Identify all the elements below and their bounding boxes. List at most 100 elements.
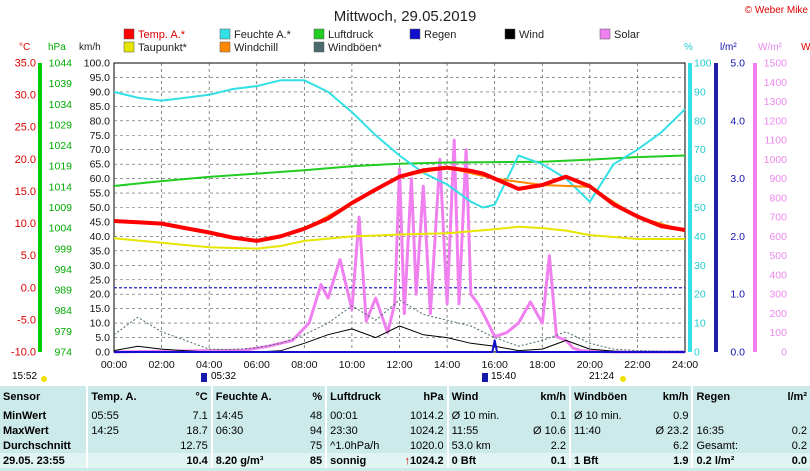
wind-time: 53.0 km	[446, 438, 515, 453]
series-regen	[114, 339, 685, 353]
humidity-tick-label: 80	[694, 115, 706, 127]
temp-tick-label: -10.0	[11, 347, 36, 359]
temp-tick-label: 10.0	[15, 218, 36, 230]
solar-tick-label: 800	[769, 192, 787, 204]
wind-axis-unit: km/h	[79, 42, 101, 53]
gust-value: 0.9	[673, 409, 689, 422]
pressure-trend-arrow: ↑	[404, 454, 410, 467]
solar-axis-unit: W/m²	[758, 42, 783, 53]
table-row-max: MaxWert 14:25 18.7 06:30 94 23:30 1024.2…	[0, 423, 810, 438]
wind-tick-label: 70.0	[90, 144, 111, 156]
series-taupunkt	[113, 225, 685, 250]
time-marker-solar-noon: 15:40	[491, 371, 517, 382]
chart-series	[113, 79, 686, 354]
x-tick-label: 22:00	[624, 359, 650, 371]
x-tick-label: 02:00	[148, 359, 174, 371]
solar-tick-label: 400	[769, 269, 787, 281]
rain-time: 16:35	[691, 423, 760, 438]
legend-label: Regen	[424, 29, 456, 41]
humidity-tick-label: 50	[694, 202, 706, 214]
pressure-value: ↑1024.2	[395, 453, 448, 468]
legend-label: Temp. A.*	[138, 29, 186, 41]
x-tick-label: 04:00	[196, 359, 222, 371]
solar-axis-bar	[753, 63, 757, 352]
wind-tick-label: 40.0	[90, 231, 111, 243]
pressure-tick-label: 1024	[49, 140, 73, 152]
temp-time: 14:25	[86, 423, 155, 438]
solar-tick-label: 300	[769, 289, 787, 301]
x-tick-label: 24:00	[672, 359, 698, 371]
wind-tick-label: 5.0	[95, 332, 110, 344]
row-label: Durchschnitt	[3, 439, 71, 452]
row-label: MaxWert	[3, 424, 49, 437]
header-humidity-unit: %	[312, 391, 323, 403]
temp-tick-label: 15.0	[15, 186, 36, 198]
pressure-tick-label: 994	[54, 264, 72, 276]
humidity-extra: 8.20 g/m³	[210, 453, 290, 468]
x-tick-label: 20:00	[577, 359, 603, 371]
solar-tick-label: 1300	[764, 96, 788, 108]
temp-tick-label: 0.0	[21, 282, 36, 294]
wind-time: Ø 10 min.	[446, 408, 515, 423]
header-sensor: Sensor	[3, 391, 41, 403]
humidity-value: 85	[289, 453, 327, 468]
legend-swatch	[219, 41, 231, 53]
pressure-axis-bar	[38, 63, 42, 352]
header-rain: Regen	[691, 386, 760, 408]
pressure-current: 1024.2	[409, 454, 444, 467]
solar-tick-label: 1100	[764, 135, 787, 147]
wind-tick-label: 55.0	[90, 188, 111, 200]
rain-value: 0.0	[759, 453, 810, 468]
pressure-tick-label: 984	[54, 305, 72, 317]
time-marker-sunrise: 05:32	[211, 371, 237, 382]
row-label: 29.05. 23:55	[0, 453, 88, 468]
gust-time	[569, 438, 638, 453]
header-gust-unit: km/h	[662, 391, 689, 403]
pressure-tick-label: 1014	[49, 181, 73, 193]
x-tick-label: 18:00	[529, 359, 555, 371]
humidity-tick-label: 70	[694, 144, 706, 156]
legend-label: Feuchte A.*	[234, 29, 292, 41]
pressure-tick-label: 974	[54, 347, 72, 359]
legend-label: Windböen*	[328, 42, 383, 54]
pressure-axis-unit: hPa	[48, 42, 66, 53]
humidity-tick-label: 0	[694, 347, 700, 359]
extra-axis-unit: W	[801, 42, 810, 53]
solar-tick-label: 900	[769, 173, 787, 185]
solar-tick-label: 1500	[764, 58, 788, 70]
gust-value: Ø 23.2	[655, 424, 689, 437]
humidity-tick-label: 60	[694, 173, 706, 185]
wind-value: 0.1	[514, 453, 571, 468]
sunrise-icon	[201, 373, 207, 382]
temp-axis-unit: °C	[19, 42, 30, 53]
pressure-tick-label: 989	[54, 285, 72, 297]
gust-value: 1.9	[637, 453, 693, 468]
pressure-value: 1024.2	[409, 424, 444, 437]
table-row-current: 29.05. 23:55 10.4 8.20 g/m³ 85 sonnig ↑1…	[0, 453, 810, 468]
legend-swatch	[123, 28, 135, 40]
wind-tick-label: 75.0	[90, 130, 111, 142]
header-gust: Windböen	[569, 386, 638, 408]
wind-tick-label: 15.0	[90, 303, 111, 315]
wind-tick-label: 10.0	[90, 318, 111, 330]
copyright-label: © Weber Mike	[745, 5, 809, 16]
gust-time: 11:40	[569, 423, 638, 438]
pressure-forecast: sonnig	[325, 453, 396, 468]
humidity-value: 48	[309, 409, 323, 422]
x-tick-label: 00:00	[101, 359, 127, 371]
wind-tick-label: 60.0	[90, 173, 111, 185]
temp-tick-label: 35.0	[15, 58, 36, 70]
time-marker-bar: 15:52 05:32 15:40 21:24	[0, 371, 810, 385]
rain-axis-unit: l/m²	[720, 42, 737, 53]
legend-label: Taupunkt*	[138, 42, 188, 54]
legend-label: Luftdruck	[328, 29, 374, 41]
temp-time	[86, 453, 155, 468]
series-windböen	[113, 299, 685, 352]
legend-swatch	[313, 28, 325, 40]
header-pressure: Luftdruck	[325, 386, 396, 408]
rain-tick-label: 3.0	[730, 173, 745, 185]
humidity-axis-unit: %	[684, 42, 693, 53]
humidity-time: 14:45	[210, 408, 290, 423]
wind-tick-label: 95.0	[90, 72, 111, 84]
